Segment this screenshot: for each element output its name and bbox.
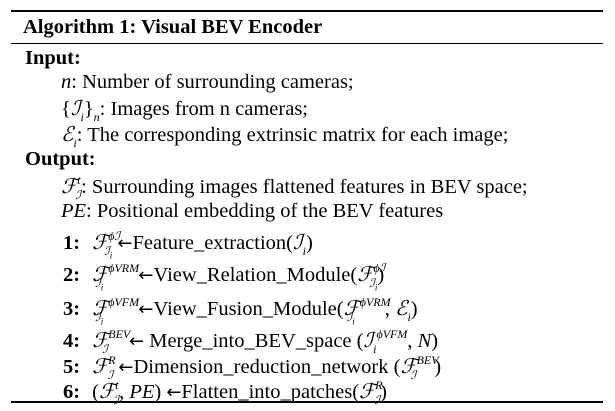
step-function: Dimension_reduction_network — [133, 356, 389, 378]
input-text: : Images from n cameras; — [99, 98, 309, 120]
mid-rule — [11, 43, 603, 44]
output-text: : Positional embedding of the BEV featur… — [86, 200, 444, 222]
algorithm-box: Algorithm 1: Visual BEV Encoder Input: n… — [11, 6, 603, 407]
output-heading: Output: — [25, 148, 96, 170]
algorithm-step-6: 6: (ℱtℐ, PE) ←Flatten_into_patches(ℱRℐ) — [63, 378, 387, 407]
algorithm-step-1: 1: ℱϕℐℐi ←Feature_extraction(ℐi) — [63, 229, 313, 261]
step-function: Flatten_into_patches — [181, 381, 353, 403]
output-item-features: ℱtℐ: Surrounding images flattened featur… — [61, 173, 528, 202]
top-rule — [11, 10, 603, 12]
algorithm-step-4: 4: ℱBEVℐ ← Merge_into_BEV_space (ℐiϕVFM,… — [63, 327, 439, 356]
input-symbol: n — [61, 71, 72, 93]
algorithm-name: Visual BEV Encoder — [141, 16, 323, 38]
step-number: 2: — [63, 264, 81, 286]
input-text: : Number of surrounding cameras; — [71, 71, 354, 93]
step-function: View_Fusion_Module — [153, 298, 337, 320]
output-item-pe: PE: Positional embedding of the BEV feat… — [61, 199, 443, 223]
step-function: Feature_extraction — [132, 232, 287, 254]
step-number: 6: — [63, 381, 81, 403]
input-text: : The corresponding extrinsic matrix for… — [76, 124, 509, 146]
input-item-extrinsic: ℰi: The corresponding extrinsic matrix f… — [61, 122, 509, 150]
input-heading: Input: — [25, 47, 81, 69]
output-text: : Surrounding images flattened features … — [81, 176, 528, 198]
step-function: View_Relation_Module — [153, 264, 351, 286]
algorithm-step-2: 2: ℱϕVRMℐi ←View_Relation_Module(ℱϕℐℐi) — [63, 261, 386, 293]
algorithm-title: Algorithm 1: Visual BEV Encoder — [23, 15, 322, 39]
algorithm-label: Algorithm 1: — [23, 16, 137, 38]
step-number: 4: — [63, 330, 81, 352]
step-number: 3: — [63, 298, 81, 320]
step-number: 1: — [63, 232, 81, 254]
algorithm-step-5: 5: ℱRℐ ←Dimension_reduction_network (ℱBE… — [63, 353, 442, 382]
step-number: 5: — [63, 356, 81, 378]
input-item-images: {ℐi}n: Images from n cameras; — [61, 96, 309, 124]
algorithm-step-3: 3: ℱϕVFMℐi ←View_Fusion_Module(ℱϕVRMℐi, … — [63, 295, 418, 327]
input-item-n: n: Number of surrounding cameras; — [61, 70, 354, 94]
output-symbol: PE — [61, 200, 87, 222]
step-function: Merge_into_BEV_space — [149, 330, 352, 352]
bottom-rule — [11, 401, 603, 403]
